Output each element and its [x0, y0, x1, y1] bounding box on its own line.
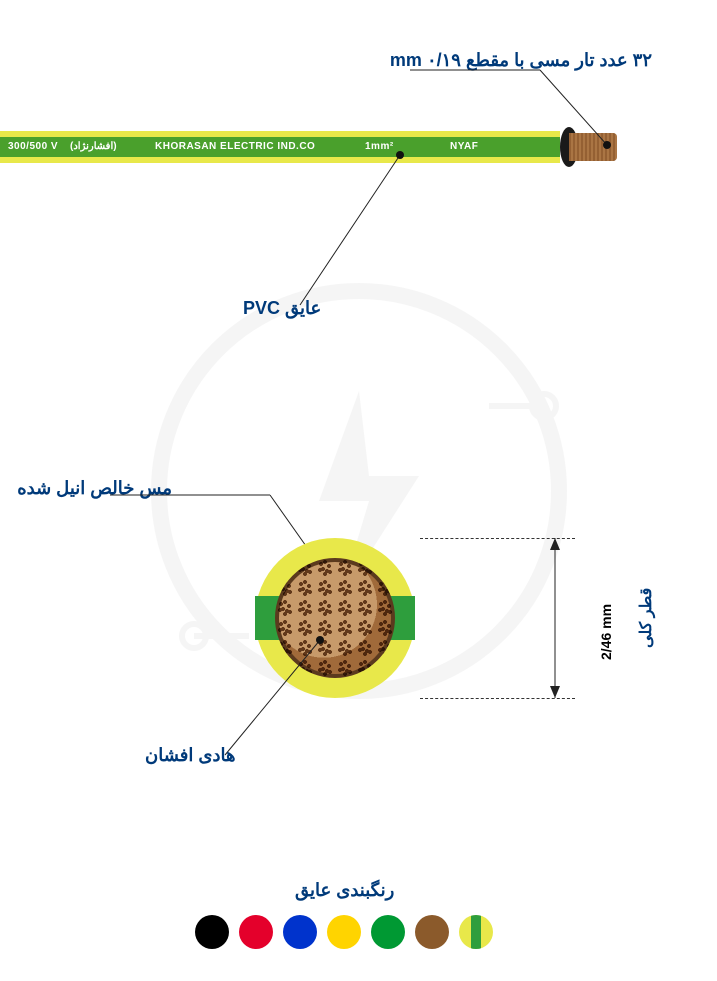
- swatch-yellow-green: [459, 915, 493, 949]
- flexible-conductor-label: هادی افشان: [145, 745, 235, 766]
- color-scheme-title: رنگبندی عایق: [295, 880, 394, 901]
- diameter-value: 2/46 mm: [598, 604, 614, 660]
- swatch-blue: [283, 915, 317, 949]
- swatch-green: [371, 915, 405, 949]
- swatch-red: [239, 915, 273, 949]
- color-swatches: [195, 915, 493, 949]
- swatch-brown: [415, 915, 449, 949]
- swatch-yellow: [327, 915, 361, 949]
- diameter-title: قطر کلی: [636, 588, 656, 648]
- leader-flexible: [0, 0, 717, 981]
- swatch-black: [195, 915, 229, 949]
